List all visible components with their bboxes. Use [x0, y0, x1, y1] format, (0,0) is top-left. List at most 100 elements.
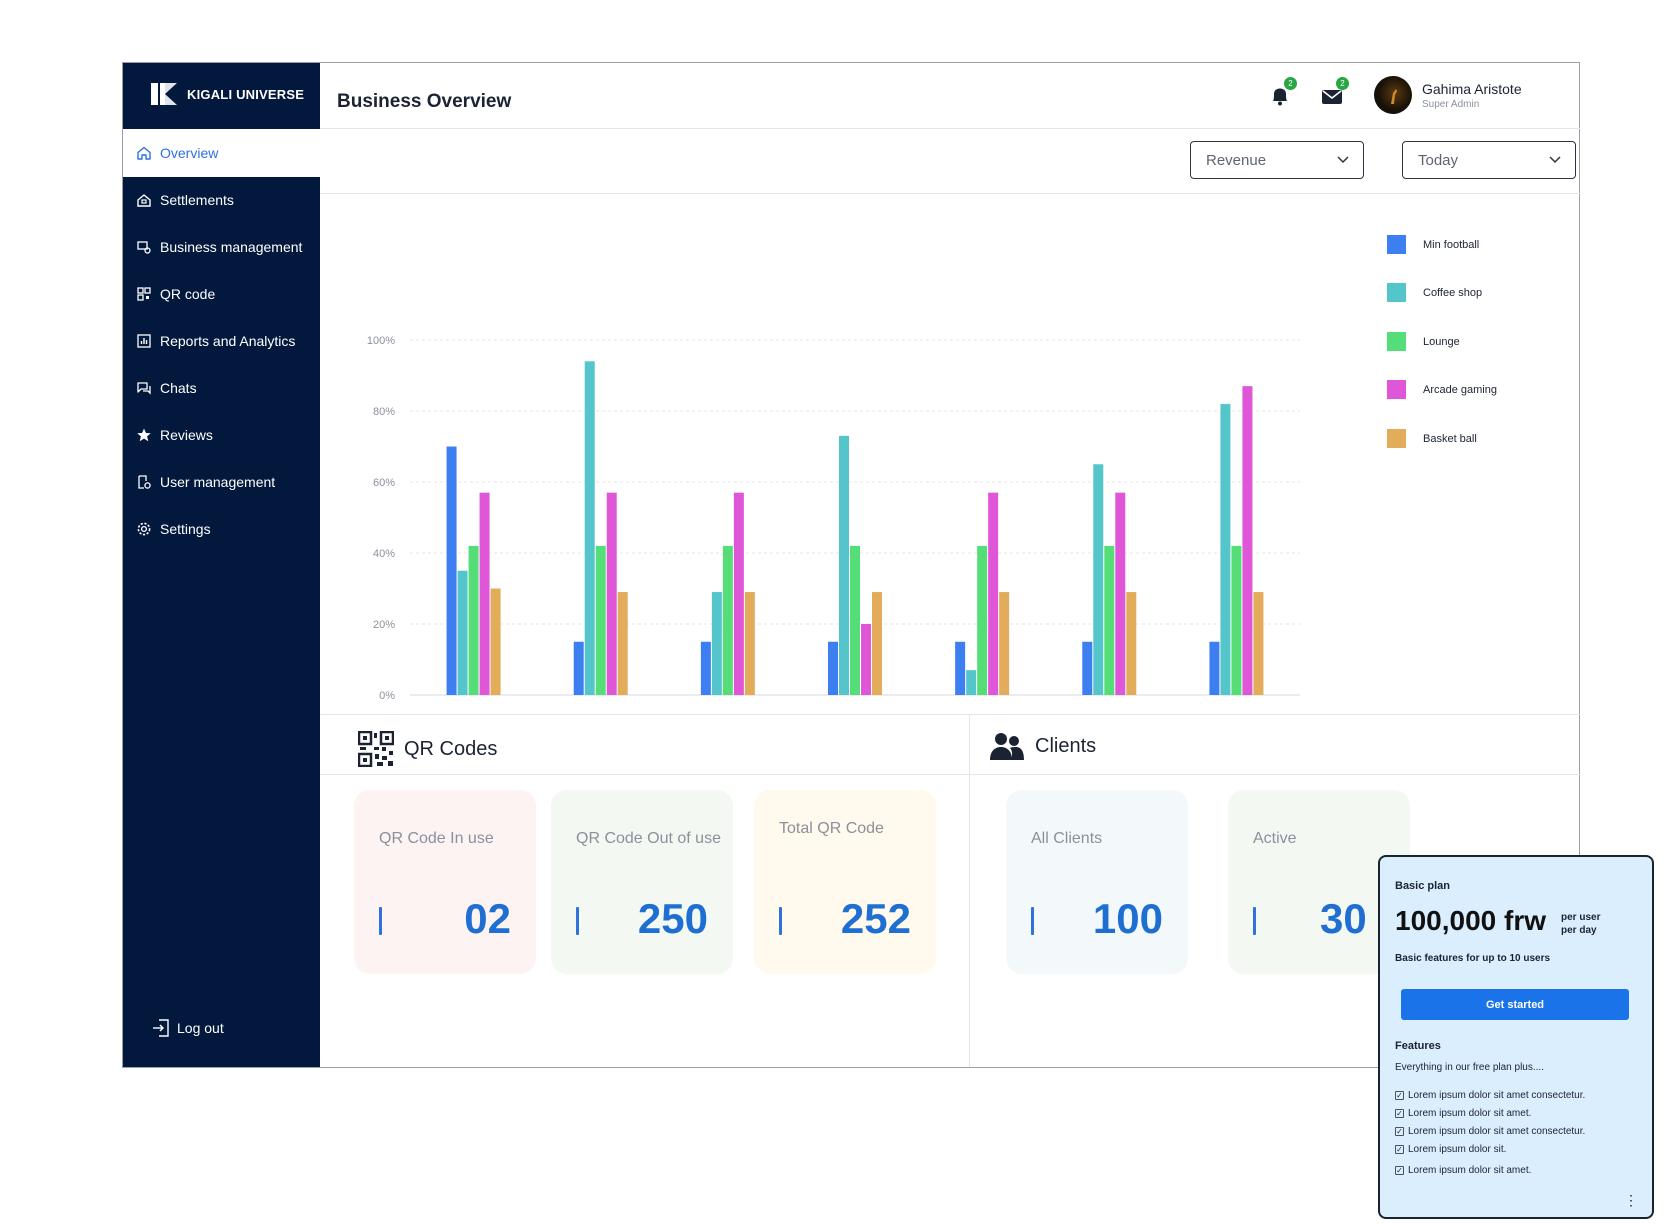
qr-code-icon: [358, 731, 394, 767]
dashboard-window: KIGALI UNIVERSE Overview Settlements Bus…: [122, 62, 1580, 1068]
bar-basket-ball: [999, 592, 1010, 695]
bell-icon: [1273, 88, 1287, 106]
all-clients-card[interactable]: All Clients 100: [1006, 790, 1188, 974]
logout-icon: [153, 1019, 169, 1037]
bar-coffee-shop: [966, 670, 977, 695]
bar-basket-ball: [1253, 592, 1264, 695]
qr-out-of-use-card[interactable]: QR Code Out of use 250: [551, 790, 733, 974]
sidebar-item-user-management[interactable]: User management: [123, 458, 320, 506]
bar-arcade-gaming: [1242, 386, 1253, 695]
period-select[interactable]: Today: [1402, 141, 1576, 179]
get-started-button[interactable]: Get started: [1401, 989, 1629, 1020]
feature-label: Lorem ipsum dolor sit amet.: [1408, 1108, 1532, 1119]
user-name: Gahima Aristote: [1422, 81, 1522, 97]
y-tick-label: 100%: [367, 335, 395, 347]
legend-item[interactable]: Min football: [1387, 235, 1479, 254]
feature-item: ✓ Lorem ipsum dolor sit.: [1395, 1144, 1506, 1155]
more-options-icon[interactable]: ⋮: [1624, 1192, 1638, 1208]
metric-select[interactable]: Revenue: [1190, 141, 1364, 179]
bar-arcade-gaming: [479, 492, 490, 695]
bar-arcade-gaming: [988, 492, 999, 695]
legend-item[interactable]: Lounge: [1387, 332, 1460, 351]
sidebar-item-label: Settings: [160, 521, 211, 537]
legend-item[interactable]: Coffee shop: [1387, 283, 1482, 302]
y-tick-label: 60%: [373, 477, 395, 489]
logout-button[interactable]: Log out: [151, 1018, 224, 1038]
qr-in-use-card[interactable]: QR Code In use 02: [354, 790, 536, 974]
bar-coffee-shop: [1220, 403, 1231, 695]
plan-description: Basic features for up to 10 users: [1395, 953, 1551, 964]
brand-logo[interactable]: KIGALI UNIVERSE: [151, 83, 304, 105]
period-select-value: Today: [1418, 151, 1459, 169]
sidebar-item-label: Reports and Analytics: [160, 333, 296, 349]
legend-swatch: [1387, 380, 1406, 399]
check-icon[interactable]: ✓: [1395, 1108, 1404, 1118]
bar-min-football: [828, 641, 838, 695]
legend-label: Basket ball: [1423, 432, 1477, 445]
sidebar-item-business-management[interactable]: Business management: [123, 223, 320, 271]
card-label: QR Code Out of use: [576, 830, 721, 847]
messages-button[interactable]: 2: [1319, 77, 1349, 109]
bar-arcade-gaming: [861, 624, 871, 695]
sidebar-item-qr-code[interactable]: QR code: [123, 270, 320, 318]
sidebar-item-label: User management: [160, 474, 276, 490]
feature-label: Lorem ipsum dolor sit amet consectetur.: [1408, 1126, 1586, 1137]
bar-coffee-shop: [457, 570, 468, 695]
features-subtitle: Everything in our free plan plus....: [1395, 1062, 1544, 1073]
card-value: 02: [464, 895, 511, 942]
page-title: Business Overview: [337, 91, 512, 112]
features-title: Features: [1395, 1040, 1441, 1052]
bar-basket-ball: [1126, 592, 1137, 695]
sidebar-item-reviews[interactable]: Reviews: [123, 411, 320, 459]
bar-arcade-gaming: [733, 492, 744, 695]
check-icon[interactable]: ✓: [1395, 1165, 1404, 1175]
bar-min-football: [1209, 641, 1220, 695]
avatar[interactable]: [1374, 76, 1412, 114]
check-icon[interactable]: ✓: [1395, 1126, 1404, 1136]
bar-coffee-shop: [839, 435, 849, 695]
qr-codes-header: QR Codes: [358, 731, 497, 767]
header-divider: [320, 128, 1580, 129]
user-management-icon: [138, 475, 151, 489]
chat-icon: [137, 382, 151, 395]
chevron-down-icon: [1337, 156, 1349, 164]
sidebar-item-label: Overview: [160, 145, 219, 161]
legend-swatch: [1387, 283, 1406, 302]
logout-label: Log out: [177, 1020, 224, 1036]
bar-min-football: [955, 641, 966, 695]
sidebar-item-reports-analytics[interactable]: Reports and Analytics: [123, 317, 320, 365]
brand-mark-icon: [151, 83, 177, 105]
check-icon[interactable]: ✓: [1395, 1144, 1404, 1154]
total-qr-card[interactable]: Total QR Code 252: [754, 790, 936, 974]
qr-codes-title: QR Codes: [404, 737, 498, 760]
pricing-plan-card: Basic plan 100,000 frw per user per day …: [1378, 855, 1654, 1219]
legend-item[interactable]: Arcade gaming: [1387, 380, 1497, 399]
y-tick-label: 20%: [373, 619, 395, 631]
revenue-bar-chart: 0%20%40%60%80%100%2015201620172018201920…: [367, 335, 1300, 702]
card-accent-bar: [1031, 907, 1034, 935]
feature-item: ✓ Lorem ipsum dolor sit amet.: [1395, 1108, 1531, 1119]
card-accent-bar: [1253, 907, 1256, 935]
bar-lounge: [1104, 545, 1115, 695]
bar-lounge: [595, 545, 606, 695]
legend-label: Lounge: [1423, 335, 1460, 348]
legend-item[interactable]: Basket ball: [1387, 429, 1477, 448]
y-tick-label: 80%: [373, 406, 395, 418]
sidebar-item-settings[interactable]: Settings: [123, 505, 320, 553]
user-role: Super Admin: [1422, 99, 1480, 110]
bar-basket-ball: [617, 592, 628, 695]
bar-lounge: [722, 545, 733, 695]
filter-divider: [320, 193, 1580, 194]
sidebar-item-settlements[interactable]: Settlements: [123, 176, 320, 224]
bar-coffee-shop: [584, 361, 595, 695]
bar-basket-ball: [872, 592, 882, 695]
sidebar-item-overview[interactable]: Overview: [123, 129, 320, 177]
card-label: All Clients: [1031, 830, 1103, 847]
sidebar-item-chats[interactable]: Chats: [123, 364, 320, 412]
card-value: 100: [1092, 895, 1163, 942]
check-icon[interactable]: ✓: [1395, 1090, 1404, 1100]
notifications-button[interactable]: 2: [1267, 77, 1297, 109]
y-tick-label: 40%: [373, 548, 395, 560]
feature-item: ✓ Lorem ipsum dolor sit amet consectetur…: [1395, 1090, 1585, 1101]
users-icon: [990, 733, 1024, 760]
